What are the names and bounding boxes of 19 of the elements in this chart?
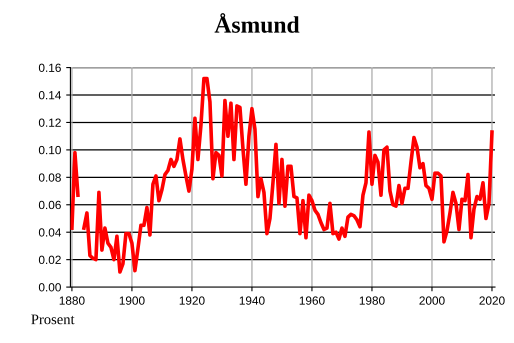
y-tick-label: 0.10 [38, 146, 61, 154]
x-tick-label: 1880 [60, 296, 85, 305]
y-tick-label: 0.00 [38, 283, 61, 292]
chart-title: Åsmund [214, 13, 300, 33]
x-tick-label: 1900 [120, 296, 145, 305]
x-tick-label: 1920 [180, 296, 205, 305]
x-tick-label: 2020 [479, 296, 505, 305]
y-tick-label: 0.04 [38, 228, 62, 237]
y-tick-label: 0.12 [38, 118, 61, 127]
y-tick-label: 0.16 [38, 64, 61, 72]
text: Prosent [31, 314, 75, 324]
y-tick-label: 0.02 [38, 256, 61, 264]
x-tick-label: 1980 [360, 296, 385, 305]
y-tick-label: 0.14 [38, 91, 62, 100]
x-tick-label: 1960 [300, 296, 325, 305]
x-tick-label: 2000 [419, 296, 445, 305]
y-tick-label: 0.08 [38, 173, 61, 182]
y-tick-label: 0.06 [38, 200, 61, 210]
x-tick-label: 1940 [240, 296, 265, 305]
